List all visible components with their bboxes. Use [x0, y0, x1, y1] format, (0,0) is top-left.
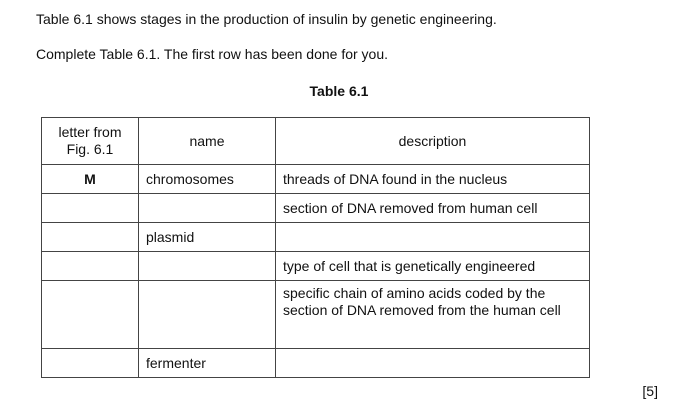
table-caption: Table 6.1	[309, 83, 369, 99]
name-cell[interactable]	[138, 251, 276, 281]
letter-cell[interactable]	[41, 251, 139, 281]
letter-cell[interactable]	[41, 348, 139, 378]
header-name: name	[138, 117, 276, 165]
description-cell[interactable]	[275, 348, 590, 378]
description-cell[interactable]: section of DNA removed from human cell	[275, 193, 590, 223]
table-row: fermenter	[41, 348, 590, 378]
description-cell[interactable]: specific chain of amino acids coded by t…	[275, 280, 590, 349]
header-letter: letter from Fig. 6.1	[41, 117, 139, 165]
table-header-row: letter from Fig. 6.1 name description	[41, 117, 590, 165]
description-cell[interactable]: threads of DNA found in the nucleus	[275, 164, 590, 194]
name-cell[interactable]: plasmid	[138, 222, 276, 252]
name-cell[interactable]	[138, 280, 276, 349]
table-row: plasmid	[41, 222, 590, 252]
letter-cell[interactable]	[41, 193, 139, 223]
letter-cell[interactable]: M	[41, 164, 139, 194]
name-cell[interactable]: fermenter	[138, 348, 276, 378]
marks-label: [5]	[642, 383, 658, 399]
description-cell[interactable]	[275, 222, 590, 252]
description-cell[interactable]: type of cell that is genetically enginee…	[275, 251, 590, 281]
name-cell[interactable]: chromosomes	[138, 164, 276, 194]
header-description: description	[275, 117, 590, 165]
name-cell[interactable]	[138, 193, 276, 223]
table-row: section of DNA removed from human cell	[41, 193, 590, 223]
stages-table: letter from Fig. 6.1 name description M …	[41, 117, 590, 378]
table-row: specific chain of amino acids coded by t…	[41, 280, 590, 349]
instruction-text: Complete Table 6.1. The first row has be…	[36, 46, 389, 62]
intro-text: Table 6.1 shows stages in the production…	[36, 11, 497, 27]
letter-cell[interactable]	[41, 222, 139, 252]
table-row: type of cell that is genetically enginee…	[41, 251, 590, 281]
table-row: M chromosomes threads of DNA found in th…	[41, 164, 590, 194]
letter-cell[interactable]	[41, 280, 139, 349]
